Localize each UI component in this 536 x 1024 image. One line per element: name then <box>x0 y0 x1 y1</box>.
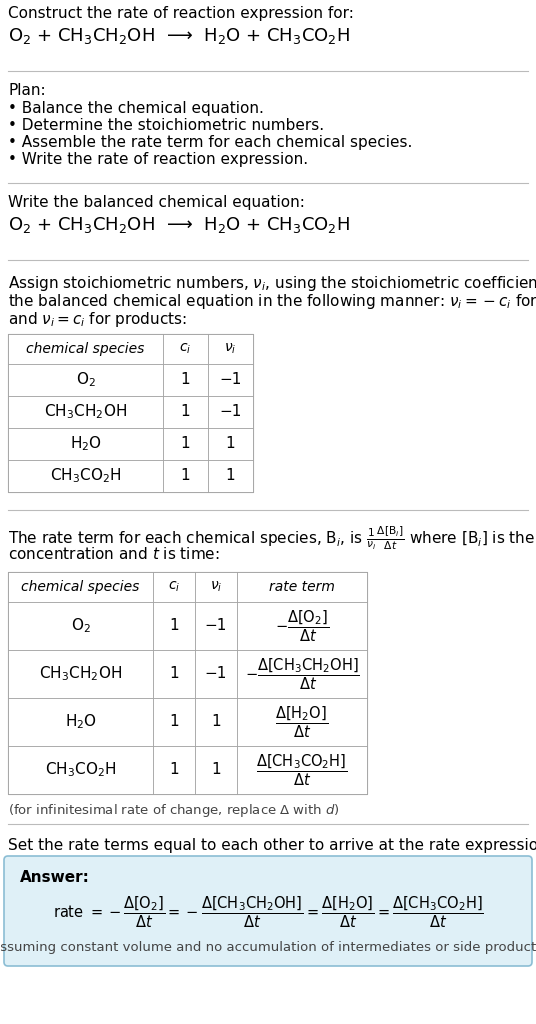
Bar <box>8 698 153 746</box>
Text: 1: 1 <box>181 404 190 420</box>
Bar <box>208 460 253 492</box>
Text: O$_2$: O$_2$ <box>71 616 91 635</box>
Bar <box>237 650 367 698</box>
Text: CH$_3$CH$_2$OH: CH$_3$CH$_2$OH <box>39 665 122 683</box>
Text: 1: 1 <box>181 373 190 387</box>
Bar <box>153 602 195 650</box>
Text: $\dfrac{\Delta[\mathrm{CH_3CO_2H}]}{\Delta t}$: $\dfrac{\Delta[\mathrm{CH_3CO_2H}]}{\Del… <box>256 753 348 787</box>
Text: Construct the rate of reaction expression for:: Construct the rate of reaction expressio… <box>8 6 354 22</box>
Bar <box>8 460 163 492</box>
Text: −1: −1 <box>205 618 227 634</box>
Bar <box>195 746 237 794</box>
FancyBboxPatch shape <box>4 856 532 966</box>
Text: (assuming constant volume and no accumulation of intermediates or side products): (assuming constant volume and no accumul… <box>0 941 536 954</box>
Text: • Determine the stoichiometric numbers.: • Determine the stoichiometric numbers. <box>8 118 324 133</box>
Text: CH$_3$CO$_2$H: CH$_3$CO$_2$H <box>50 467 121 485</box>
Text: chemical species: chemical species <box>26 342 145 356</box>
Bar <box>8 428 163 460</box>
Bar <box>8 572 367 794</box>
Text: (for infinitesimal rate of change, replace Δ with $d$): (for infinitesimal rate of change, repla… <box>8 802 340 819</box>
Bar <box>8 334 163 364</box>
Bar <box>208 364 253 396</box>
Text: $\dfrac{\Delta[\mathrm{H_2O}]}{\Delta t}$: $\dfrac{\Delta[\mathrm{H_2O}]}{\Delta t}… <box>276 705 329 739</box>
Bar <box>153 698 195 746</box>
Text: concentration and $t$ is time:: concentration and $t$ is time: <box>8 546 220 562</box>
Bar <box>163 396 208 428</box>
Bar <box>208 396 253 428</box>
Bar <box>8 364 163 396</box>
Text: Write the balanced chemical equation:: Write the balanced chemical equation: <box>8 195 305 210</box>
Bar <box>8 334 253 492</box>
Bar <box>195 650 237 698</box>
Text: Plan:: Plan: <box>8 83 46 98</box>
Text: 1: 1 <box>169 763 179 777</box>
Text: and $\nu_i = c_i$ for products:: and $\nu_i = c_i$ for products: <box>8 310 187 329</box>
Bar <box>237 572 367 602</box>
Text: CH$_3$CH$_2$OH: CH$_3$CH$_2$OH <box>44 402 127 421</box>
Text: O$_2$ + CH$_3$CH$_2$OH  ⟶  H$_2$O + CH$_3$CO$_2$H: O$_2$ + CH$_3$CH$_2$OH ⟶ H$_2$O + CH$_3$… <box>8 215 350 234</box>
Text: $-\dfrac{\Delta[\mathrm{O_2}]}{\Delta t}$: $-\dfrac{\Delta[\mathrm{O_2}]}{\Delta t}… <box>275 608 329 644</box>
Bar <box>153 746 195 794</box>
Text: the balanced chemical equation in the following manner: $\nu_i = -c_i$ for react: the balanced chemical equation in the fo… <box>8 292 536 311</box>
Bar <box>163 460 208 492</box>
Text: O$_2$: O$_2$ <box>76 371 95 389</box>
Bar <box>163 334 208 364</box>
Bar <box>8 650 153 698</box>
Text: • Write the rate of reaction expression.: • Write the rate of reaction expression. <box>8 152 308 167</box>
Text: Answer:: Answer: <box>20 870 90 885</box>
Bar <box>237 602 367 650</box>
Text: $-\dfrac{\Delta[\mathrm{CH_3CH_2OH}]}{\Delta t}$: $-\dfrac{\Delta[\mathrm{CH_3CH_2OH}]}{\D… <box>244 656 360 692</box>
Text: H$_2$O: H$_2$O <box>70 434 101 454</box>
Text: rate $= -\dfrac{\Delta[\mathrm{O_2}]}{\Delta t} = -\dfrac{\Delta[\mathrm{CH_3CH_: rate $= -\dfrac{\Delta[\mathrm{O_2}]}{\D… <box>53 894 483 930</box>
Text: $\nu_i$: $\nu_i$ <box>210 580 222 594</box>
Text: −1: −1 <box>219 373 242 387</box>
Bar <box>8 746 153 794</box>
Text: −1: −1 <box>205 667 227 682</box>
Bar <box>8 602 153 650</box>
Text: 1: 1 <box>211 715 221 729</box>
Bar <box>163 364 208 396</box>
Text: 1: 1 <box>211 763 221 777</box>
Bar <box>8 396 163 428</box>
Text: Set the rate terms equal to each other to arrive at the rate expression:: Set the rate terms equal to each other t… <box>8 838 536 853</box>
Text: • Assemble the rate term for each chemical species.: • Assemble the rate term for each chemic… <box>8 135 412 150</box>
Bar <box>195 602 237 650</box>
Bar <box>195 572 237 602</box>
Text: 1: 1 <box>181 469 190 483</box>
Bar <box>208 428 253 460</box>
Bar <box>195 698 237 746</box>
Text: $\nu_i$: $\nu_i$ <box>224 342 237 356</box>
Bar <box>153 572 195 602</box>
Text: 1: 1 <box>169 667 179 682</box>
Bar <box>153 650 195 698</box>
Bar <box>237 698 367 746</box>
Text: chemical species: chemical species <box>21 580 140 594</box>
Text: rate term: rate term <box>269 580 335 594</box>
Text: $c_i$: $c_i$ <box>180 342 192 356</box>
Text: Assign stoichiometric numbers, $\nu_i$, using the stoichiometric coefficients, $: Assign stoichiometric numbers, $\nu_i$, … <box>8 274 536 293</box>
Text: −1: −1 <box>219 404 242 420</box>
Text: The rate term for each chemical species, B$_i$, is $\frac{1}{\nu_i}\frac{\Delta[: The rate term for each chemical species,… <box>8 524 536 552</box>
Bar <box>163 428 208 460</box>
Text: H$_2$O: H$_2$O <box>64 713 96 731</box>
Text: 1: 1 <box>169 715 179 729</box>
Bar <box>208 334 253 364</box>
Text: 1: 1 <box>226 436 235 452</box>
Text: • Balance the chemical equation.: • Balance the chemical equation. <box>8 101 264 116</box>
Bar <box>8 572 153 602</box>
Text: 1: 1 <box>181 436 190 452</box>
Text: 1: 1 <box>169 618 179 634</box>
Bar <box>237 746 367 794</box>
Text: O$_2$ + CH$_3$CH$_2$OH  ⟶  H$_2$O + CH$_3$CO$_2$H: O$_2$ + CH$_3$CH$_2$OH ⟶ H$_2$O + CH$_3$… <box>8 26 350 46</box>
Text: $c_i$: $c_i$ <box>168 580 180 594</box>
Text: 1: 1 <box>226 469 235 483</box>
Text: CH$_3$CO$_2$H: CH$_3$CO$_2$H <box>44 761 116 779</box>
